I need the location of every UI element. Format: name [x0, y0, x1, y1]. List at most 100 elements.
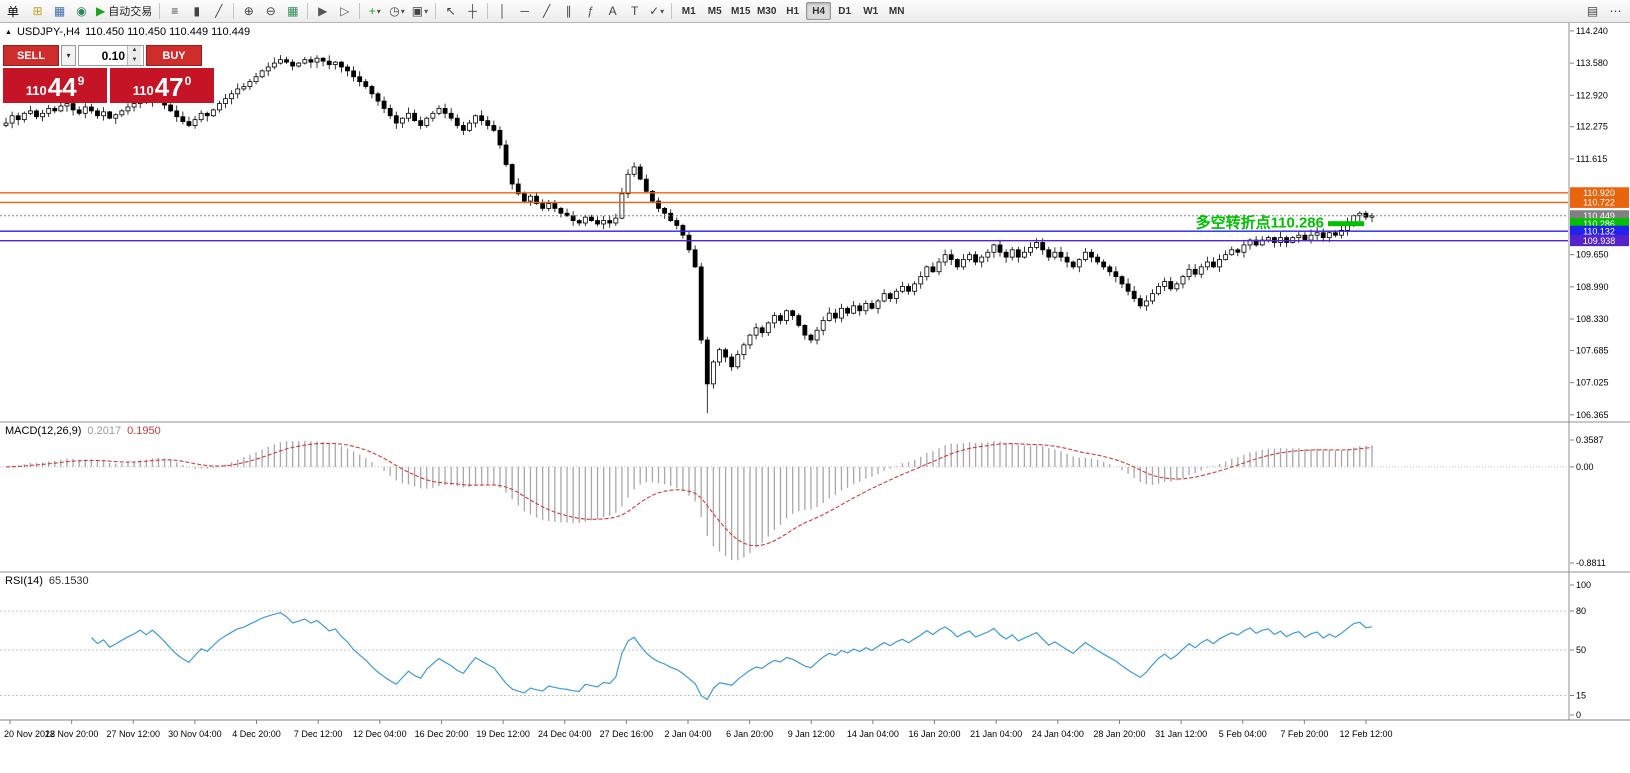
volume-up-button[interactable]: ▲	[128, 46, 141, 56]
svg-text:22 Nov 20:00: 22 Nov 20:00	[45, 729, 99, 739]
timeframe-M5-button[interactable]: M5	[707, 5, 722, 17]
candlestick-chart-button[interactable]: ▮	[186, 2, 207, 21]
chart-window: 110.920 110.722 110.449 110.286 110.132 109.9…	[0, 23, 1630, 773]
line-chart-button[interactable]: ╱	[208, 2, 229, 21]
arrow-tools-button[interactable]: ✓ ▾	[646, 2, 667, 21]
add-indicator-icon: +	[368, 3, 376, 18]
timeframe-H4-button[interactable]: H4	[806, 2, 832, 20]
svg-text:16 Jan 20:00: 16 Jan 20:00	[909, 729, 961, 739]
market-watch-button[interactable]: ◉	[71, 2, 92, 21]
horizontal-line-button[interactable]: ─	[514, 2, 535, 21]
svg-text:100: 100	[1576, 580, 1591, 590]
price-scale[interactable]: 114.240 113.580 112.920 112.275 111.615 109.6…	[1570, 26, 1609, 420]
sell-price-display[interactable]: 110 44 9	[3, 68, 107, 103]
auto-scroll-icon: ▶	[318, 3, 328, 18]
svg-text:7 Dec 12:00: 7 Dec 12:00	[294, 729, 343, 739]
cursor-button[interactable]: ↖	[440, 2, 461, 21]
indicator-list-icon: ▤	[1586, 3, 1599, 18]
macd-indicator: 0.3587 0.00 -0.8811	[0, 435, 1606, 568]
svg-text:110.132: 110.132	[1583, 226, 1615, 236]
volume-input[interactable]	[79, 46, 127, 65]
tile-windows-icon: ▦	[287, 3, 299, 18]
svg-text:12 Dec 04:00: 12 Dec 04:00	[353, 729, 407, 739]
zoom-in-icon: ⊕	[243, 3, 254, 18]
trade-options-button[interactable]: ▾	[61, 45, 76, 66]
zoom-in-button[interactable]: ⊕	[238, 2, 259, 21]
sell-button[interactable]: SELL	[3, 45, 59, 66]
equidistant-channel-button[interactable]: ∥	[558, 2, 579, 21]
svg-text:108.990: 108.990	[1576, 282, 1609, 292]
svg-text:107.685: 107.685	[1576, 345, 1609, 355]
svg-text:14 Jan 04:00: 14 Jan 04:00	[847, 729, 899, 739]
svg-text:16 Dec 20:00: 16 Dec 20:00	[415, 729, 469, 739]
timeframe-H1-button[interactable]: H1	[786, 5, 800, 17]
fibonacci-button[interactable]: ƒ	[580, 2, 601, 21]
horizontal-line-icon: ─	[520, 3, 529, 18]
templates-menu-button[interactable]: ▣ ▾	[409, 2, 431, 21]
svg-text:5 Feb 04:00: 5 Feb 04:00	[1219, 729, 1267, 739]
arrow-tools-icon: ✓	[649, 3, 660, 18]
collapse-triangle-icon[interactable]: ▲	[5, 28, 12, 36]
indicator-list-button[interactable]: ▤	[1582, 2, 1603, 21]
vertical-line-button[interactable]: │	[492, 2, 513, 21]
text-button[interactable]: A	[602, 2, 623, 21]
svg-text:9 Jan 12:00: 9 Jan 12:00	[788, 729, 835, 739]
new-order-button[interactable]: ⊞	[27, 2, 48, 21]
zoom-out-button[interactable]: ⊖	[260, 2, 281, 21]
timeframe-MN-button[interactable]: MN	[888, 5, 905, 17]
trendline-button[interactable]: ╱	[536, 2, 557, 21]
chart-window-button[interactable]: ▦	[49, 2, 70, 21]
timeframe-M15-button[interactable]: M15	[730, 5, 751, 17]
svg-text:6 Jan 20:00: 6 Jan 20:00	[726, 729, 773, 739]
text-label-icon: T	[630, 3, 639, 18]
svg-text:107.025: 107.025	[1576, 378, 1609, 388]
svg-text:108.330: 108.330	[1576, 314, 1609, 324]
buy-price-display[interactable]: 110 47 0	[110, 68, 214, 103]
bar-chart-button[interactable]: ≡	[164, 2, 185, 21]
chevron-down-icon: ▾	[400, 6, 405, 16]
add-indicator-button[interactable]: + ▾	[364, 2, 385, 21]
zoom-out-icon: ⊖	[265, 3, 276, 18]
svg-text:110.449: 110.449	[1583, 211, 1615, 221]
chevron-down-icon: ▾	[376, 6, 381, 16]
svg-text:112.920: 112.920	[1576, 90, 1608, 100]
timeframe-W1-button[interactable]: W1	[863, 5, 879, 17]
crosshair-button[interactable]: ┼	[462, 2, 483, 21]
panel-dividers[interactable]	[0, 23, 1630, 720]
toolbar-right: ▤ ⋯	[1582, 2, 1626, 21]
periods-menu-icon: ◷	[389, 3, 400, 18]
toolbar-separator	[159, 3, 161, 19]
timeframe-M30-button[interactable]: M30	[756, 5, 777, 17]
menu-order[interactable]: 单	[7, 4, 20, 19]
chart-shift-button[interactable]: ▷	[334, 2, 355, 21]
chart-shift-icon: ▷	[340, 3, 350, 18]
periods-menu-button[interactable]: ◷ ▾	[386, 2, 408, 21]
volume-field: ▲ ▼	[78, 45, 144, 66]
toolbar-buttons: ⊞ ▦ ◉ ▶ 自动交易 ≡ ▮ ╱ ⊕ ⊖ ▦ ▶ ▷ + ▾ ◷ ▾ ▣ ▾ ↖ ┼ │ ─ ╱ ∥ ƒ A T ✓ ▾	[27, 2, 675, 21]
volume-down-button[interactable]: ▼	[128, 55, 141, 65]
ohlc-values: 110.450 110.450 110.449 110.449	[85, 26, 251, 38]
auto-scroll-button[interactable]: ▶	[312, 2, 333, 21]
macd-main-value: 0.2017	[87, 425, 122, 437]
bar-chart-icon: ≡	[171, 3, 179, 18]
line-chart-icon: ╱	[215, 3, 223, 18]
market-watch-icon: ◉	[76, 3, 87, 18]
buy-button[interactable]: BUY	[146, 45, 202, 66]
svg-text:31 Jan 12:00: 31 Jan 12:00	[1155, 729, 1207, 739]
svg-text:50: 50	[1576, 645, 1586, 655]
tile-windows-button[interactable]: ▦	[282, 2, 303, 21]
timeframe-M1-button[interactable]: M1	[681, 5, 696, 17]
auto-trading-button[interactable]: ▶ 自动交易	[93, 2, 155, 21]
svg-text:109.650: 109.650	[1576, 250, 1609, 260]
timeframe-D1-button[interactable]: D1	[838, 5, 852, 17]
text-label-button[interactable]: T	[624, 2, 645, 21]
svg-text:110.920: 110.920	[1583, 188, 1615, 198]
svg-text:27 Dec 16:00: 27 Dec 16:00	[600, 729, 654, 739]
svg-text:0: 0	[1576, 710, 1581, 720]
more-tools-button[interactable]: ⋯	[1605, 2, 1626, 21]
